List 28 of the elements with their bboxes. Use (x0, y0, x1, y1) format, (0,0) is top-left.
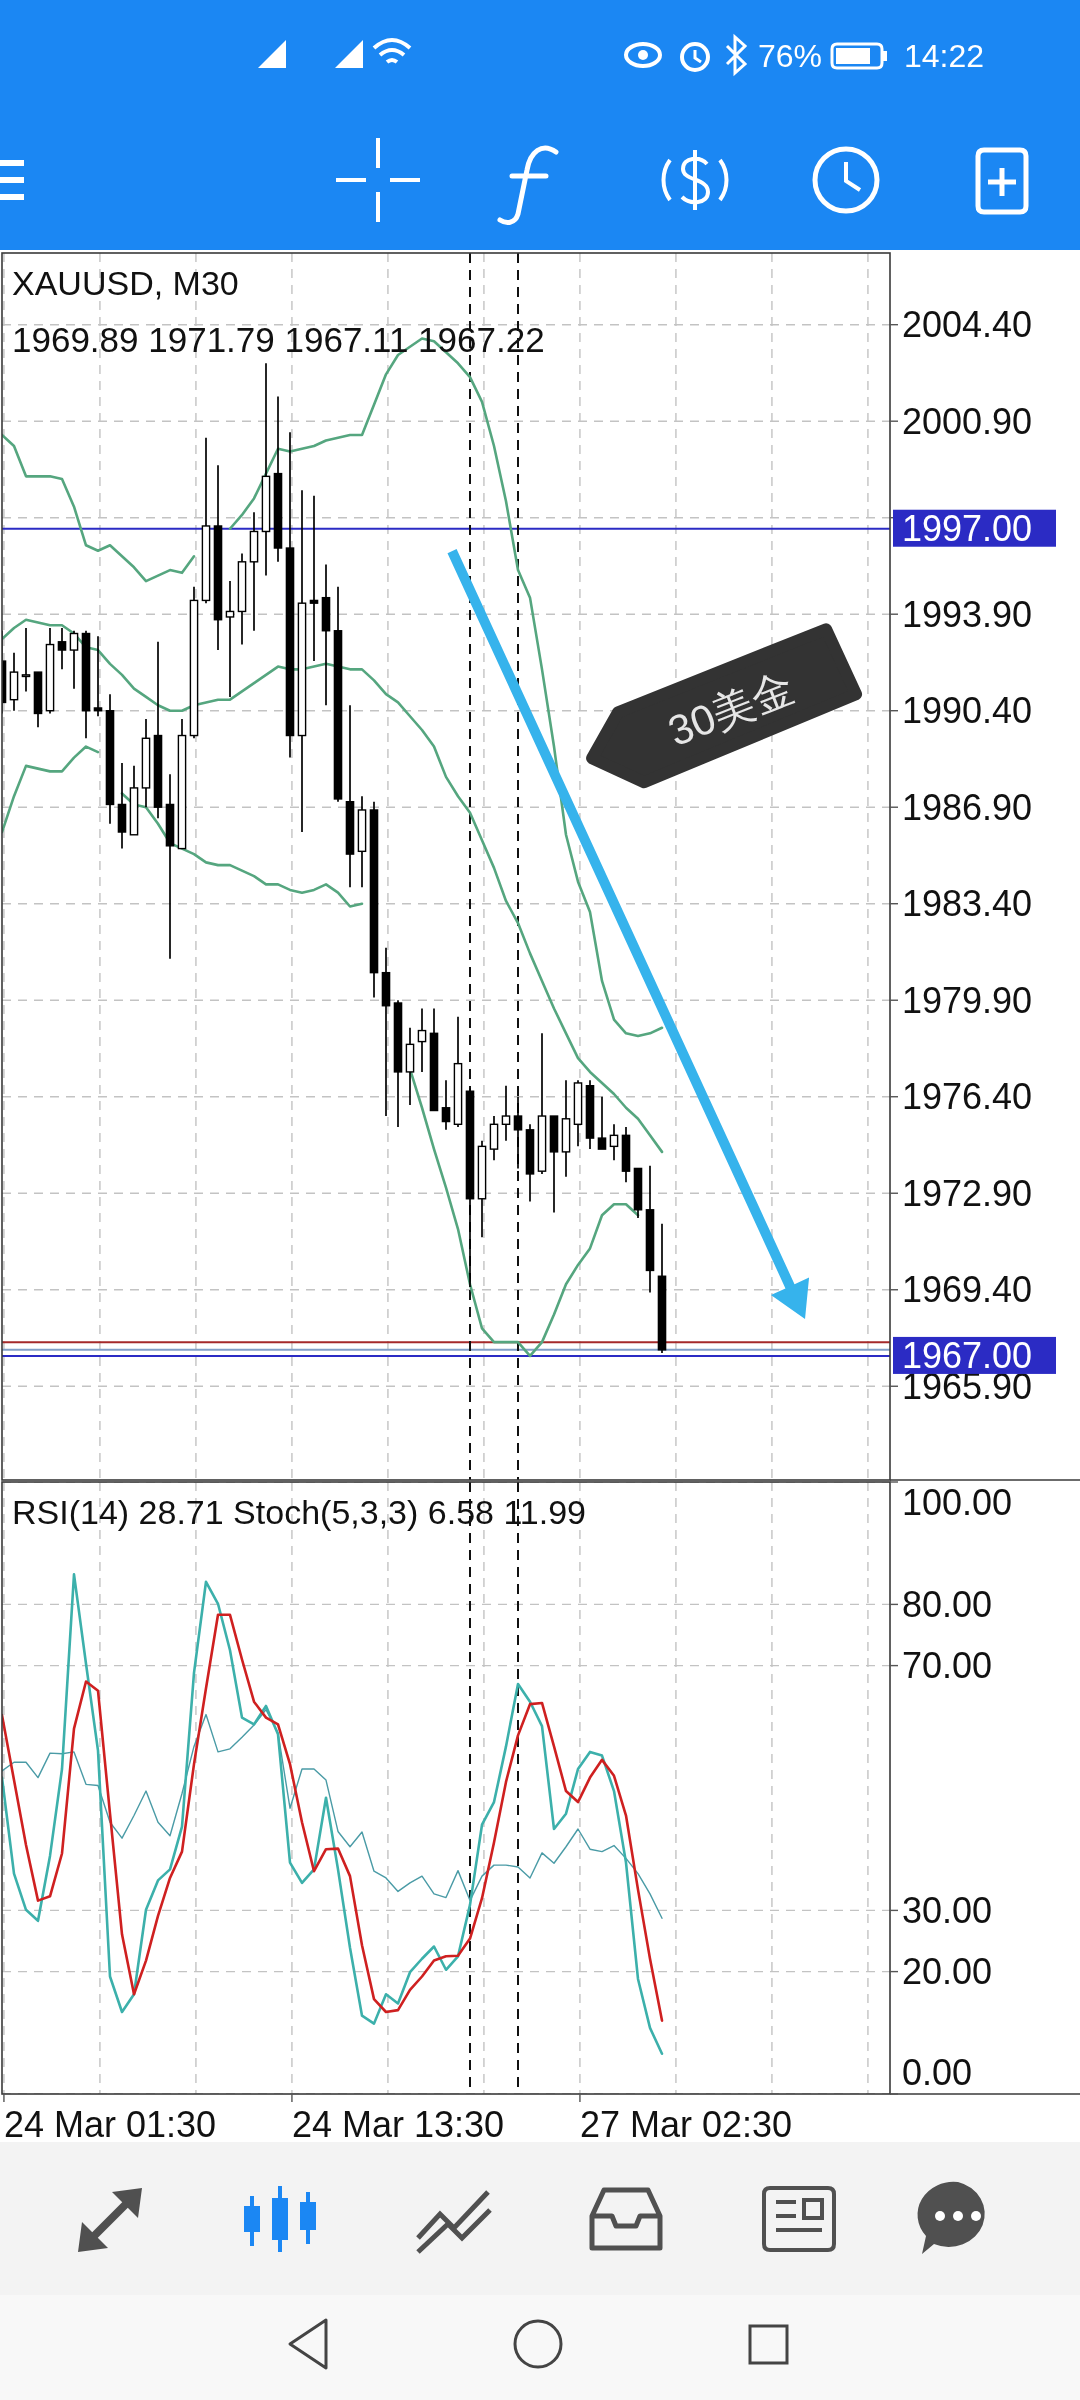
y-tick-label: 1976.40 (902, 1076, 1033, 1118)
annotation: 30美金 (661, 663, 801, 756)
y-tick-label: 80.00 (902, 1583, 993, 1625)
y-tick-label: 1993.90 (902, 593, 1033, 635)
y-tick-label: 1972.90 (902, 1172, 1033, 1214)
line-series (2, 618, 664, 1154)
text: 14:22 (903, 38, 984, 74)
chart-title: XAUUSD, M30 (12, 264, 239, 302)
y-tick-label: 20.00 (902, 1951, 993, 1993)
x-tick-label: 27 Mar 02:30 (579, 2104, 793, 2145)
y-tick-label: 2004.40 (902, 304, 1033, 346)
y-tick-label: 1983.40 (902, 883, 1033, 925)
chart-title: RSI(14) 28.71 Stoch(5,3,3) 6.58 11.99 (12, 1493, 586, 1531)
text: 1969.89 1971.79 1967.11 1967.22 (12, 320, 545, 359)
y-tick-label: 0.00 (902, 2051, 973, 2093)
y-tick-label: 100.00 (902, 1481, 1013, 1523)
y-tick-label: 1986.90 (902, 786, 1033, 828)
y-tick-label: 1969.40 (902, 1269, 1033, 1311)
ref-line-label: 1997.00 (902, 508, 1033, 550)
callout: 30美金 (586, 623, 863, 789)
y-tick-label: 1990.40 (902, 690, 1033, 732)
y-tick-label: 70.00 (902, 1645, 993, 1687)
x-tick-label: 24 Mar 01:30 (3, 2104, 217, 2145)
x-tick-label: 24 Mar 13:30 (291, 2104, 505, 2145)
y-tick-label: 1979.90 (902, 979, 1033, 1021)
y-tick-label: 30.00 (902, 1889, 993, 1931)
text: 76% (757, 38, 822, 74)
y-tick-label: 2000.90 (902, 400, 1033, 442)
